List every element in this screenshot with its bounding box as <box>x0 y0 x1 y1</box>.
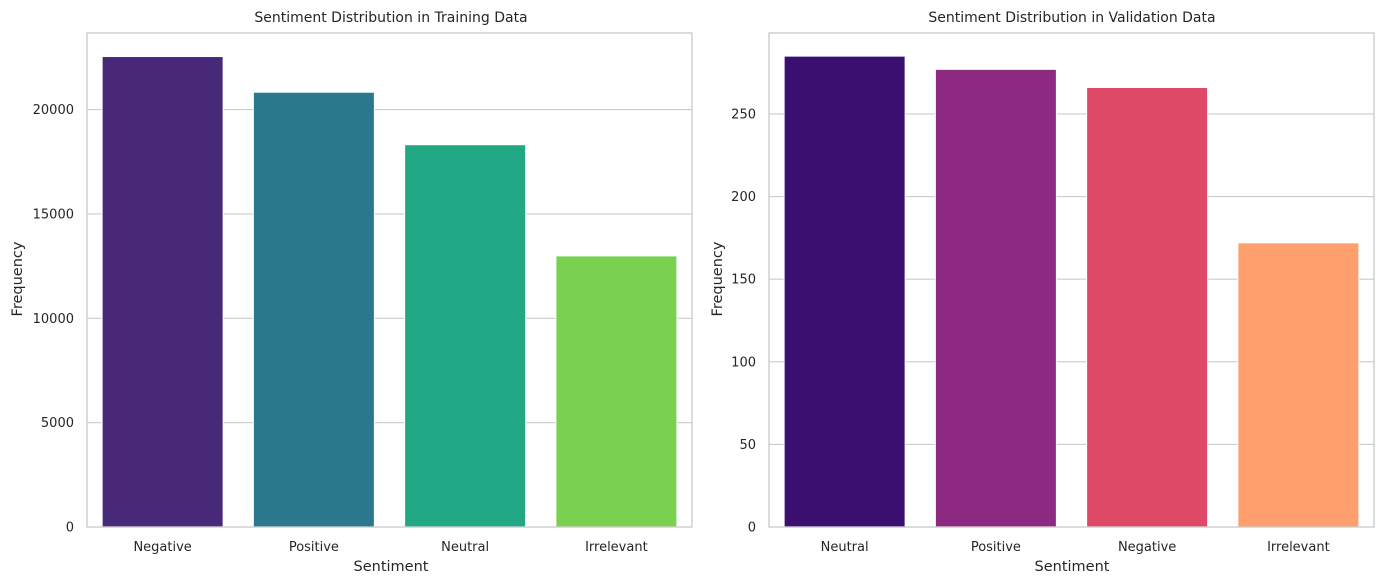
bar-negative <box>101 56 224 528</box>
y-tick-label: 0 <box>748 521 756 536</box>
plot-frame <box>86 32 693 528</box>
training-sentiment-chart: Sentiment Distribution in Training Data … <box>10 10 693 575</box>
x-tick-label: Negative <box>133 540 191 555</box>
bar-neutral <box>404 144 527 528</box>
x-tick-label: Neutral <box>821 540 869 555</box>
tick-labels: 0 5000 10000 15000 20000 Negative Positive Neut… <box>33 103 648 555</box>
y-tick-label: 15000 <box>33 207 74 222</box>
bar-positive <box>934 68 1057 528</box>
y-tick-label: 100 <box>731 355 756 370</box>
x-tick-label: Irrelevant <box>1267 540 1330 555</box>
bar-negative <box>1086 87 1209 528</box>
y-axis-label: Frequency <box>710 241 726 316</box>
chart-title: Sentiment Distribution in Training Data <box>254 10 527 26</box>
y-tick-label: 200 <box>731 190 756 205</box>
bar-irrelevant <box>1237 242 1360 528</box>
bars <box>101 56 678 528</box>
bar-neutral <box>783 55 906 528</box>
tick-labels: 0 50 100 150 200 250 Neutral Positive Negative Ir… <box>731 107 1330 555</box>
y-axis-label: Frequency <box>10 241 26 316</box>
bar-irrelevant <box>555 255 678 528</box>
x-axis-label: Sentiment <box>1035 559 1110 575</box>
x-tick-label: Positive <box>971 540 1021 555</box>
plot-frame <box>768 32 1375 528</box>
y-tick-label: 5000 <box>41 416 74 431</box>
x-tick-label: Irrelevant <box>585 540 648 555</box>
y-tick-label: 250 <box>731 107 756 122</box>
y-tick-label: 0 <box>66 521 74 536</box>
bars <box>783 55 1360 528</box>
validation-sentiment-chart: Sentiment Distribution in Validation Dat… <box>710 10 1375 575</box>
x-tick-label: Neutral <box>441 540 489 555</box>
x-tick-label: Positive <box>289 540 339 555</box>
y-tick-label: 10000 <box>33 312 74 327</box>
x-tick-label: Negative <box>1118 540 1176 555</box>
y-tick-label: 50 <box>739 438 756 453</box>
y-tick-label: 150 <box>731 273 756 288</box>
chart-title: Sentiment Distribution in Validation Dat… <box>928 10 1215 26</box>
y-tick-label: 20000 <box>33 103 74 118</box>
bar-positive <box>252 91 375 528</box>
x-axis-label: Sentiment <box>354 559 429 575</box>
